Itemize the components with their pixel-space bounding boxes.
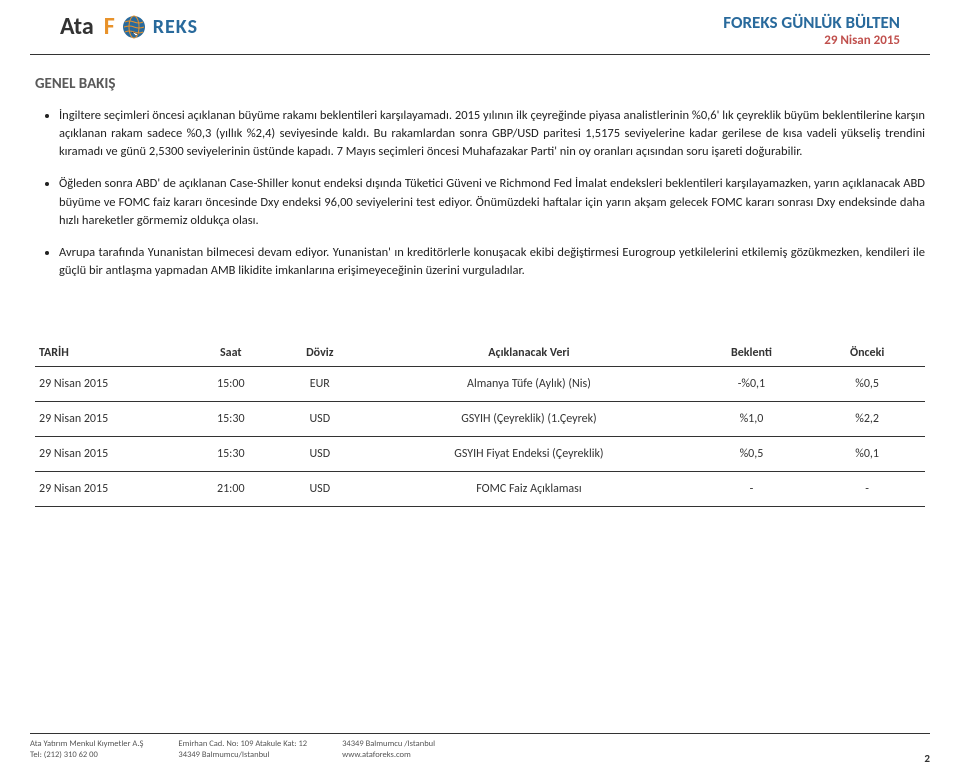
table-cell: 21:00	[186, 472, 275, 507]
table-cell: GSYIH Fiyat Endeksi (Çeyreklik)	[364, 437, 693, 472]
section-title: GENEL BAKIŞ	[35, 75, 960, 93]
table-cell: Almanya Tüfe (Aylık) (Nis)	[364, 367, 693, 402]
logo-text-reks: REKS	[153, 15, 198, 39]
header-title-block: FOREKS GÜNLÜK BÜLTEN 29 Nisan 2015	[723, 12, 900, 48]
col-header: Saat	[186, 340, 275, 367]
table-row: 29 Nisan 201515:30USDGSYIH Fiyat Endeksi…	[35, 437, 925, 472]
data-table: TARİH Saat Döviz Açıklanacak Veri Beklen…	[35, 340, 925, 507]
footer-website: www.ataforeks.com	[342, 750, 435, 761]
logo-text-f: F	[104, 12, 115, 41]
table-cell: %1,0	[694, 402, 810, 437]
table-cell: USD	[275, 402, 364, 437]
page-header: Ata F REKS FOREKS GÜNLÜK BÜLTEN 29 Nisan…	[30, 0, 930, 55]
bullet-list: İngiltere seçimleri öncesi açıklanan büy…	[35, 107, 925, 280]
list-item: İngiltere seçimleri öncesi açıklanan büy…	[59, 107, 925, 161]
table-cell: GSYIH (Çeyreklik) (1.Çeyrek)	[364, 402, 693, 437]
table-cell: -%0,1	[694, 367, 810, 402]
logo-text-ata: Ata	[60, 12, 94, 41]
col-header: Önceki	[809, 340, 925, 367]
list-item: Avrupa tarafında Yunanistan bilmecesi de…	[59, 244, 925, 280]
table-row: 29 Nisan 201515:30USDGSYIH (Çeyreklik) (…	[35, 402, 925, 437]
table-cell: 15:30	[186, 437, 275, 472]
col-header: Açıklanacak Veri	[364, 340, 693, 367]
bulletin-date: 29 Nisan 2015	[723, 33, 900, 48]
table-cell: -	[809, 472, 925, 507]
list-item: Öğleden sonra ABD' de açıklanan Case-Shi…	[59, 175, 925, 229]
table-cell: 15:00	[186, 367, 275, 402]
col-header: TARİH	[35, 340, 186, 367]
table-row: 29 Nisan 201515:00EURAlmanya Tüfe (Aylık…	[35, 367, 925, 402]
logo: Ata F REKS	[60, 12, 198, 41]
table-row: 29 Nisan 201521:00USDFOMC Faiz Açıklamas…	[35, 472, 925, 507]
table-cell: %0,1	[809, 437, 925, 472]
table-cell: 29 Nisan 2015	[35, 402, 186, 437]
table-cell: 15:30	[186, 402, 275, 437]
content: İngiltere seçimleri öncesi açıklanan büy…	[0, 107, 960, 507]
table-cell: FOMC Faiz Açıklaması	[364, 472, 693, 507]
footer-col-2: Emirhan Cad. No: 109 Atakule Kat: 12 343…	[178, 739, 307, 761]
table-cell: 29 Nisan 2015	[35, 472, 186, 507]
footer-address-1: Emirhan Cad. No: 109 Atakule Kat: 12	[178, 739, 307, 750]
table-cell: USD	[275, 437, 364, 472]
table-header-row: TARİH Saat Döviz Açıklanacak Veri Beklen…	[35, 340, 925, 367]
table-cell: USD	[275, 472, 364, 507]
bulletin-title: FOREKS GÜNLÜK BÜLTEN	[723, 12, 900, 33]
table-cell: %0,5	[694, 437, 810, 472]
table-cell: 29 Nisan 2015	[35, 437, 186, 472]
table-cell: EUR	[275, 367, 364, 402]
footer-phone: Tel: (212) 310 62 00	[30, 750, 143, 761]
page-footer: Ata Yatırım Menkul Kıymetler A.Ş Tel: (2…	[30, 733, 930, 769]
col-header: Döviz	[275, 340, 364, 367]
page-number: 2	[924, 752, 930, 765]
globe-icon	[121, 14, 147, 40]
footer-company: Ata Yatırım Menkul Kıymetler A.Ş	[30, 739, 143, 750]
table-body: 29 Nisan 201515:00EURAlmanya Tüfe (Aylık…	[35, 367, 925, 507]
footer-col-3: 34349 Balmumcu /Istanbul www.ataforeks.c…	[342, 739, 435, 761]
table-cell: %0,5	[809, 367, 925, 402]
footer-col-1: Ata Yatırım Menkul Kıymetler A.Ş Tel: (2…	[30, 739, 143, 761]
table-cell: 29 Nisan 2015	[35, 367, 186, 402]
table-cell: -	[694, 472, 810, 507]
table-cell: %2,2	[809, 402, 925, 437]
col-header: Beklenti	[694, 340, 810, 367]
footer-address-3: 34349 Balmumcu /Istanbul	[342, 739, 435, 750]
footer-address-2: 34349 Balmumcu/Istanbul	[178, 750, 307, 761]
